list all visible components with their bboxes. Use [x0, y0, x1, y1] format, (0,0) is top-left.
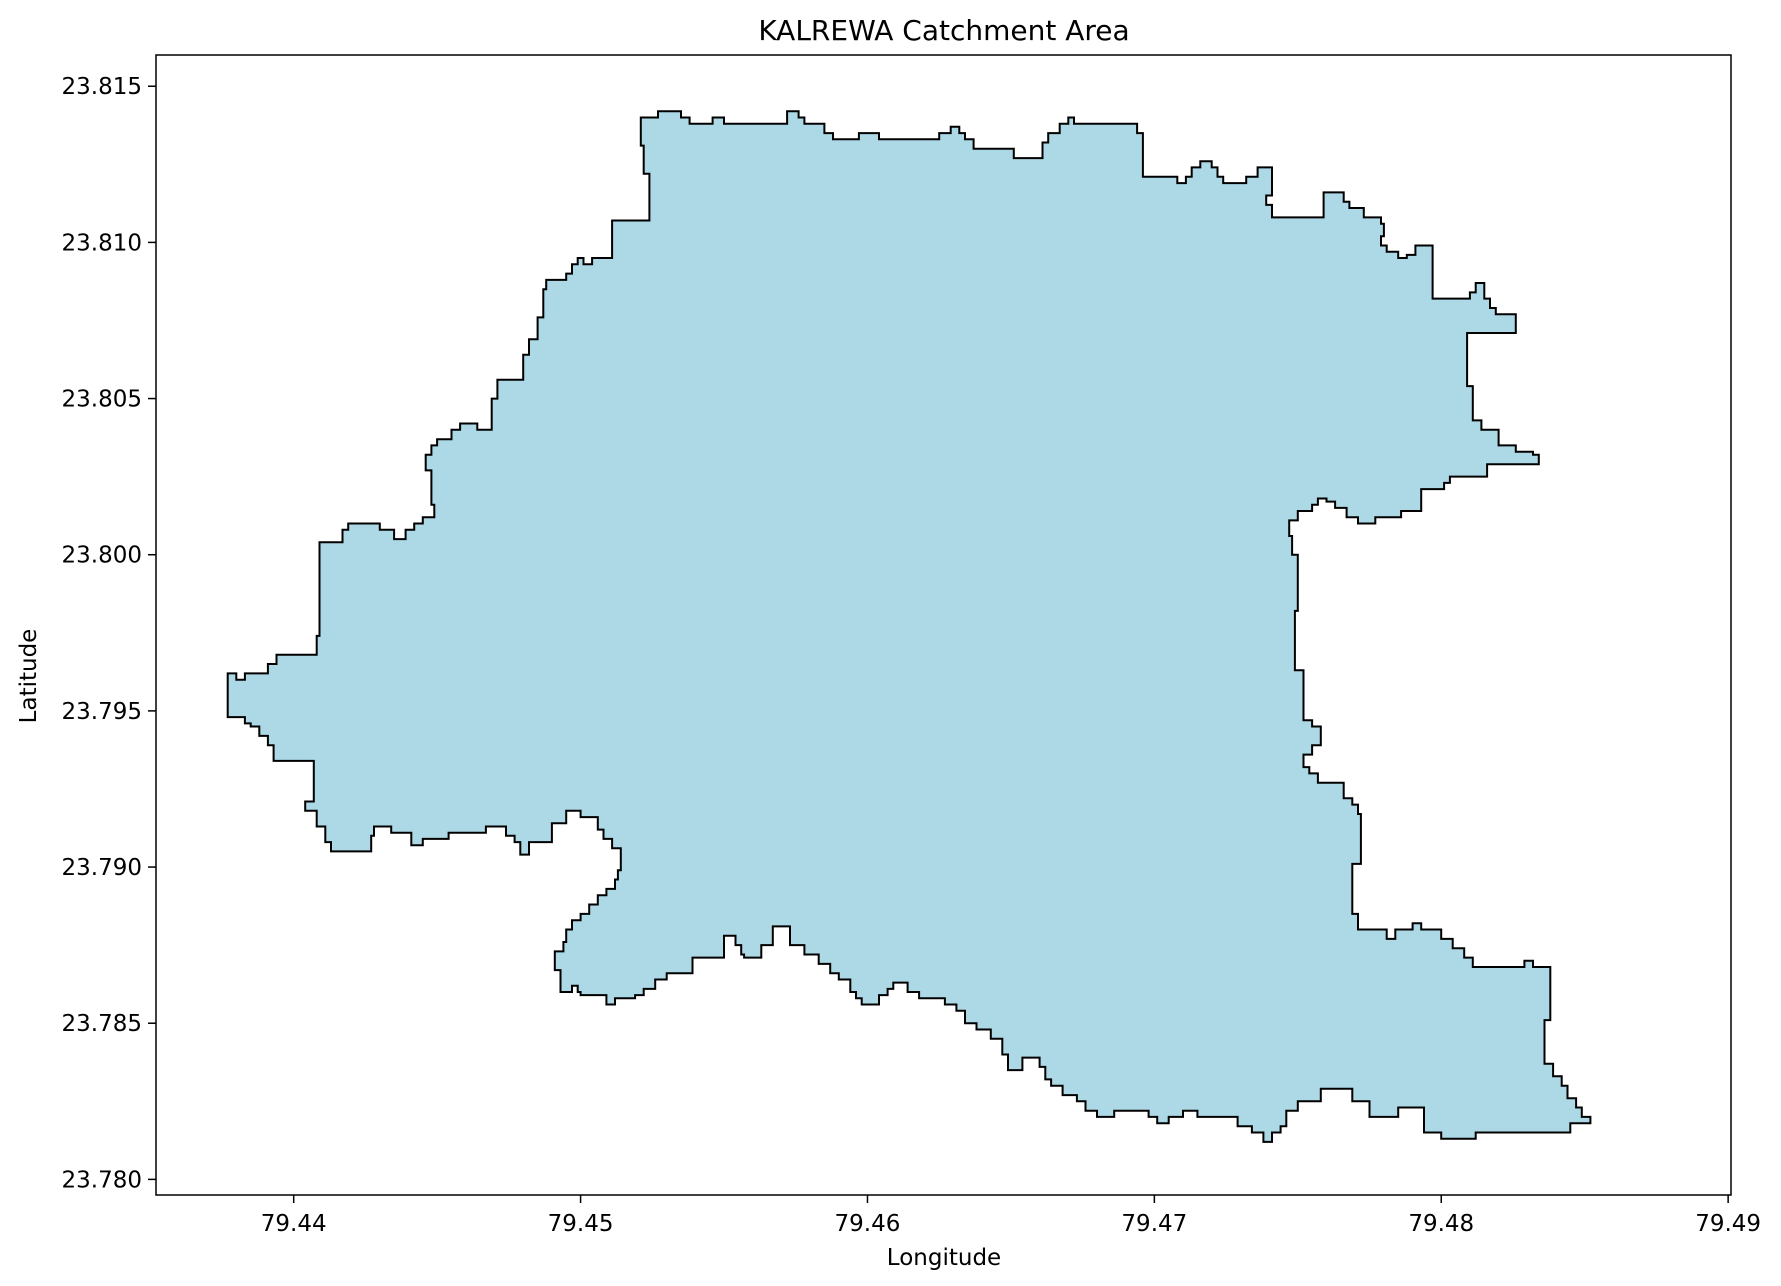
y-tick-label: 23.785 — [62, 1011, 142, 1037]
catchment-boundary-polygon — [226, 110, 1592, 1143]
y-tick-label: 23.795 — [62, 699, 142, 725]
x-tick-label: 79.45 — [548, 1211, 614, 1237]
y-tick-label: 23.805 — [62, 387, 142, 413]
y-tick-label: 23.815 — [62, 74, 142, 100]
chart-title: KALREWA Catchment Area — [758, 14, 1129, 47]
x-tick-label: 79.44 — [261, 1211, 327, 1237]
axes-frame — [155, 54, 1732, 1196]
x-tick-label: 79.47 — [1121, 1211, 1187, 1237]
x-axis-ticks: 79.44 79.45 79.46 79.47 79.48 79.49 — [261, 1195, 1761, 1237]
y-axis-ticks: 23.780 23.785 23.790 23.795 23.800 23.805 23.8… — [62, 74, 156, 1193]
y-tick-label: 23.810 — [62, 230, 142, 256]
plot-area — [226, 110, 1592, 1143]
x-axis-label: Longitude — [887, 1245, 1001, 1271]
y-axis-label: Latitude — [16, 629, 42, 724]
x-tick-label: 79.49 — [1695, 1211, 1761, 1237]
y-tick-label: 23.790 — [62, 855, 142, 881]
y-tick-label: 23.780 — [62, 1167, 142, 1193]
y-tick-label: 23.800 — [62, 543, 142, 569]
x-tick-label: 79.46 — [835, 1211, 901, 1237]
x-tick-label: 79.48 — [1408, 1211, 1474, 1237]
